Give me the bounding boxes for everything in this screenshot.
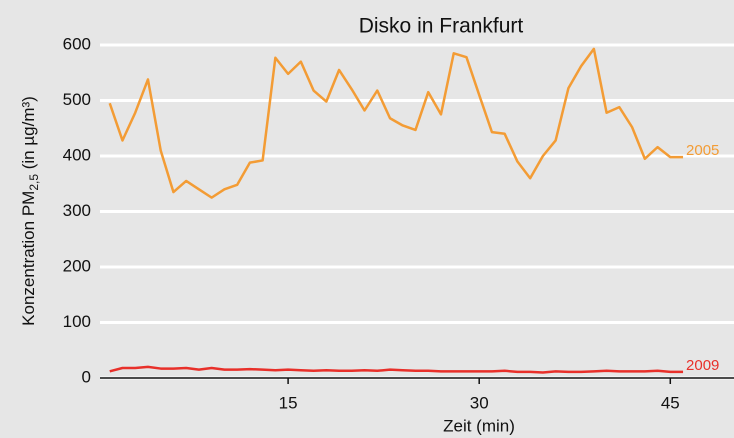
y-tick-label: 300 [63,201,91,220]
y-tick-label: 400 [63,145,91,164]
y-tick-label: 0 [82,367,91,386]
y-axis-label-main: Konzentration PM [19,191,38,326]
series-label: 2005 [686,142,719,159]
x-tick-label: 45 [661,393,680,412]
x-axis-label: Zeit (min) [443,416,515,435]
y-axis-label-rest: (in µg/m³) [19,96,38,174]
y-axis-label: Konzentration PM2,5 (in µg/m³) [19,96,41,326]
y-axis-label-sub: 2,5 [27,174,41,191]
series-line [108,47,684,199]
y-tick-label: 600 [63,34,91,53]
x-tick-label: 30 [470,393,489,412]
series-label: 2009 [686,357,719,374]
chart-title: Disko in Frankfurt [359,15,524,38]
y-tick-label: 500 [63,90,91,109]
x-tick-label: 15 [279,393,298,412]
series-line [109,365,684,374]
y-tick-label: 100 [63,312,91,331]
y-tick-label: 200 [63,256,91,275]
